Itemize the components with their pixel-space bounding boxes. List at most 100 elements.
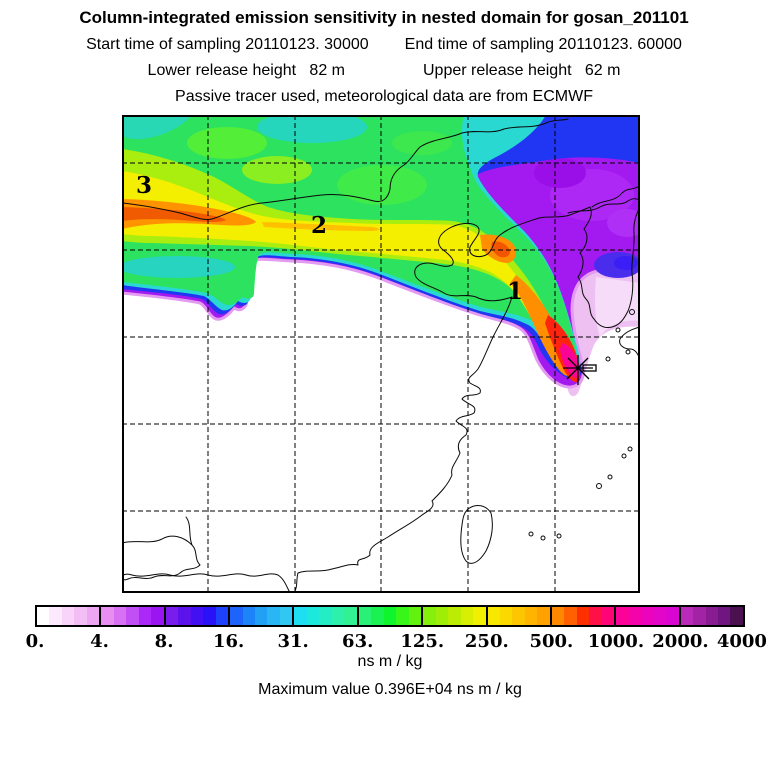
trajectory-marker-3: 3 <box>136 172 152 199</box>
colorbar-cell <box>499 607 513 625</box>
colorbar-cell <box>230 607 243 625</box>
colorbar-cell <box>730 607 743 625</box>
colorbar-segment-8 <box>549 607 615 625</box>
colorbar-cell <box>37 607 50 625</box>
colorbar-cell <box>524 607 538 625</box>
colorbar-cell <box>371 607 384 625</box>
colorbar-segment-4 <box>292 607 357 625</box>
colorbar-tick: 0. <box>25 631 45 652</box>
colorbar-cell <box>551 607 565 625</box>
teal-patch <box>119 256 235 278</box>
sensitivity-map: 1 2 3 <box>119 111 647 594</box>
colorbar-segment-2 <box>163 607 229 625</box>
blue-patch-core <box>614 256 638 270</box>
contour-orange-bohai-core <box>491 241 510 258</box>
figure-title: Column-integrated emission sensitivity i… <box>79 8 689 27</box>
colorbar-segment-7 <box>485 607 550 625</box>
colorbar-cell <box>589 607 602 625</box>
start-time-text: Start time of sampling 20110123. 30000 <box>86 36 369 53</box>
colorbar-cell <box>126 607 139 625</box>
colorbar-cell <box>423 607 436 625</box>
colorbar-segment-5 <box>356 607 422 625</box>
sampling-time-line: Start time of sampling 20110123. 30000 E… <box>0 36 768 54</box>
colorbar-cell <box>666 607 679 625</box>
tracer-source-text: Passive tracer used, meteorological data… <box>175 88 593 105</box>
colorbar-cell <box>306 607 320 625</box>
colorbar-cell <box>537 607 550 625</box>
colorbar-cell <box>564 607 577 625</box>
trajectory-marker-1: 1 <box>507 278 523 305</box>
colorbar-cell <box>641 607 654 625</box>
colorbar-cell <box>138 607 152 625</box>
colorbar-tick: 16. <box>212 631 245 652</box>
colorbar-cell <box>101 607 114 625</box>
contour-yellowgreen <box>122 149 572 370</box>
lightgreen-patch <box>392 131 452 155</box>
colorbar-cell <box>178 607 191 625</box>
colorbar-tick: 2000. <box>652 631 709 652</box>
colorbar <box>35 605 745 627</box>
lightgreen-patch <box>187 127 267 159</box>
colorbar-segment-1 <box>99 607 164 625</box>
colorbar-cell <box>435 607 449 625</box>
map-border <box>122 115 640 593</box>
colorbar-cell <box>344 607 357 625</box>
colorbar-cell <box>576 607 590 625</box>
colorbar-cell <box>331 607 345 625</box>
colorbar-cell <box>113 607 127 625</box>
contour-orange-streak <box>262 222 380 231</box>
colorbar-cell <box>165 607 179 625</box>
colorbar-cell <box>408 607 422 625</box>
lightgreen-patch <box>337 165 427 205</box>
colorbar-cell <box>628 607 642 625</box>
colorbar-cell <box>693 607 706 625</box>
release-height-line: Lower release height 82 m Upper release … <box>0 62 768 80</box>
colorbar-tick-labels: 0. 4. 8. 16. 31. 63. 125. 250. 500. 1000. 2000. 400… <box>26 631 768 652</box>
colorbar-cell <box>718 607 731 625</box>
lower-release-text: Lower release height 82 m <box>147 62 345 79</box>
colorbar-tick: 31. <box>277 631 309 652</box>
colorbar-tick: 4000. <box>716 631 768 652</box>
colorbar-cell <box>242 607 256 625</box>
upper-release-text: Upper release height 62 m <box>423 62 621 79</box>
end-time-text: End time of sampling 20110123. 60000 <box>404 36 682 53</box>
lightgreen-patch <box>242 156 312 184</box>
colorbar-cell <box>203 607 216 625</box>
colorbar-cell <box>294 607 307 625</box>
gosan-station-marker <box>563 355 597 385</box>
colorbar-segment-6 <box>421 607 486 625</box>
colorbar-cell <box>86 607 100 625</box>
maximum-value-text: Maximum value 0.396E+04 ns m / kg <box>258 681 522 698</box>
contour-palepink-light <box>595 277 640 337</box>
trajectory-marker-2: 2 <box>311 212 327 239</box>
colorbar-tick: 63. <box>342 631 374 652</box>
colorbar-cell <box>61 607 75 625</box>
colorbar-cell <box>396 607 409 625</box>
colorbar-cell <box>74 607 87 625</box>
teal-patch <box>257 111 367 143</box>
teal-patch <box>122 115 192 140</box>
colorbar-cell <box>151 607 164 625</box>
colorbar-cell <box>448 607 461 625</box>
colorbar-cell <box>473 607 486 625</box>
colorbar-cell <box>383 607 397 625</box>
colorbar-tick: 125. <box>400 631 445 652</box>
colorbar-tick: 500. <box>529 631 574 652</box>
colorbar-cell <box>487 607 500 625</box>
colorbar-units: ns m / kg <box>357 653 423 670</box>
colorbar-segment-0 <box>37 607 100 625</box>
colorbar-cell <box>705 607 718 625</box>
colorbar-tick: 1000. <box>587 631 645 652</box>
purple-shade-patch <box>607 209 647 237</box>
purple-shade-patch <box>534 158 586 188</box>
colorbar-cell <box>653 607 667 625</box>
colorbar-cell <box>460 607 474 625</box>
coastlines <box>121 118 641 594</box>
colorbar-cell <box>601 607 615 625</box>
colorbar-segment-10 <box>678 607 743 625</box>
colorbar-tick: 8. <box>154 631 174 652</box>
colorbar-cell <box>215 607 229 625</box>
colorbar-cell <box>279 607 293 625</box>
colorbar-tick: 4. <box>90 631 109 652</box>
